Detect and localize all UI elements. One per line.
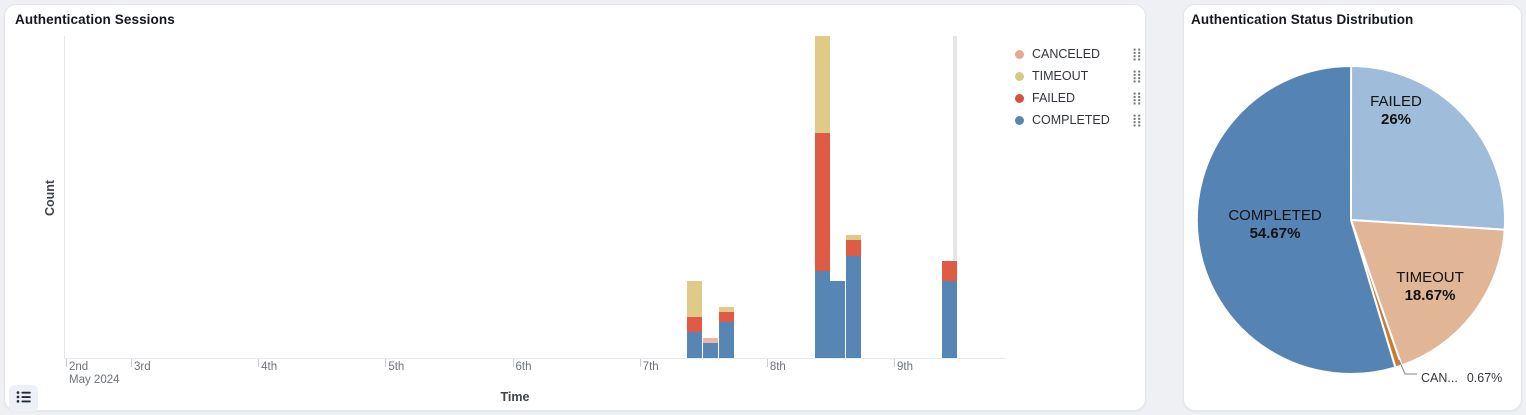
bar-segment-canceled[interactable] [703, 337, 719, 343]
x-axis-tick-label: 8th [769, 361, 786, 373]
x-axis-tick [639, 359, 641, 367]
pie-label-canceled: CAN... 0.67% [1421, 371, 1503, 385]
x-axis-tick-label: 9th [897, 361, 914, 373]
bar-segment-failed[interactable] [846, 240, 862, 256]
legend-dot-icon [1015, 71, 1024, 81]
x-axis-line [64, 358, 1005, 359]
drag-handle-icon[interactable] [1133, 114, 1141, 127]
bar-segment-timeout[interactable] [687, 281, 703, 318]
pie-label-failed: FAILED 26% [1370, 93, 1422, 128]
x-axis-tick [131, 359, 132, 367]
bar-segment-failed[interactable] [687, 317, 703, 333]
x-axis-tick [766, 359, 768, 367]
bar-segment-completed[interactable] [830, 281, 846, 358]
panel-title: Authentication Status Distribution [1191, 12, 1414, 27]
x-axis-tick [66, 359, 67, 367]
bar-segment-timeout[interactable] [719, 306, 735, 312]
x-axis-tick-label: 5th [388, 361, 405, 373]
sessions-bar-chart[interactable]: Count Time 2nd May 2024 3rd 4th 5th 6th 7th 8th… [5, 5, 1145, 410]
pie-slice-failed[interactable] [1350, 65, 1507, 231]
drag-handle-icon[interactable] [1133, 48, 1141, 61]
authentication-sessions-panel: Authentication Sessions Count Time 2nd Ma… [4, 4, 1146, 412]
legend: CANCELED TIMEOUT FAILED COMPLETED [1015, 43, 1141, 131]
x-axis-tick [385, 359, 387, 367]
y-axis-title: Count [43, 179, 58, 217]
legend-item-canceled[interactable]: CANCELED [1015, 43, 1141, 65]
legend-item-timeout[interactable]: TIMEOUT [1015, 65, 1141, 87]
legend-item-failed[interactable]: FAILED [1015, 87, 1141, 109]
bar-segment-completed[interactable] [719, 322, 735, 358]
legend-dot-icon [1015, 93, 1024, 103]
legend-label: FAILED [1032, 91, 1076, 105]
legend-item-completed[interactable]: COMPLETED [1015, 109, 1141, 131]
legend-dot-icon [1015, 49, 1024, 59]
y-axis-line [64, 36, 65, 358]
pie-slice-completed[interactable] [1195, 64, 1397, 375]
bar-segment-completed[interactable] [846, 255, 862, 358]
drag-handle-icon[interactable] [1133, 70, 1141, 83]
x-axis-tick [258, 359, 260, 367]
status-distribution-panel: Authentication Status Distribution COMPL… [1183, 4, 1522, 411]
legend-label: COMPLETED [1032, 113, 1110, 127]
bar-segment-completed[interactable] [687, 332, 703, 358]
pie-leader-line-canceled [1398, 359, 1417, 375]
time-pointer-line [953, 36, 957, 358]
panel-title: Authentication Sessions [15, 12, 175, 27]
x-axis-title: Time [500, 390, 530, 404]
bar-segment-failed[interactable] [719, 312, 735, 323]
bar-segment-failed[interactable] [814, 133, 830, 272]
x-axis-tick-label: 7th [642, 361, 659, 373]
bar-segment-completed[interactable] [941, 281, 957, 358]
x-axis-tick [894, 359, 896, 367]
x-axis-tick-label: 3rd [134, 361, 151, 373]
legend-dot-icon [1015, 115, 1024, 125]
pie-label-timeout: TIMEOUT 18.67% [1396, 269, 1464, 304]
bar-segment-timeout[interactable] [814, 36, 830, 134]
x-axis-tick-label: 6th [515, 361, 532, 373]
drag-handle-icon[interactable] [1133, 92, 1141, 105]
bar-segment-completed[interactable] [814, 271, 830, 358]
legend-label: CANCELED [1032, 47, 1101, 61]
legend-label: TIMEOUT [1032, 69, 1089, 83]
pie-label-completed: COMPLETED 54.67% [1228, 207, 1322, 242]
x-axis-tick-label: 4th [261, 361, 278, 373]
bar-segment-timeout[interactable] [846, 235, 862, 241]
x-axis-tick [512, 359, 514, 367]
x-axis-tick-label: 2nd May 2024 [69, 361, 120, 386]
bar-segment-completed[interactable] [703, 342, 719, 358]
list-view-button[interactable] [9, 385, 38, 412]
list-icon [16, 390, 32, 407]
status-pie-chart[interactable] [1184, 5, 1523, 412]
bar-segment-failed[interactable] [941, 260, 957, 282]
